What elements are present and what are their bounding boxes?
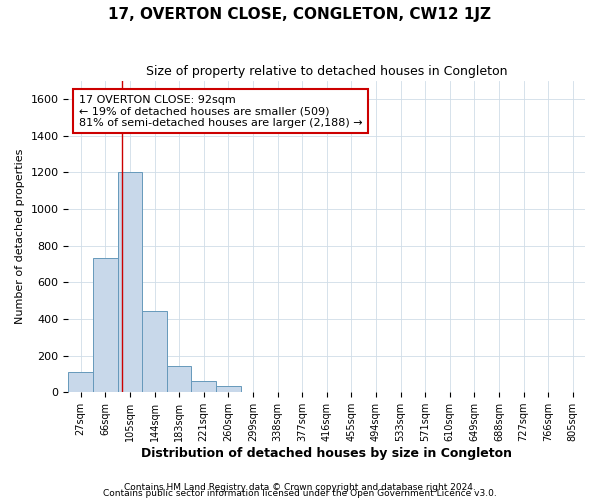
Bar bbox=[142, 310, 167, 392]
Text: Contains public sector information licensed under the Open Government Licence v3: Contains public sector information licen… bbox=[103, 490, 497, 498]
Title: Size of property relative to detached houses in Congleton: Size of property relative to detached ho… bbox=[146, 65, 508, 78]
Y-axis label: Number of detached properties: Number of detached properties bbox=[15, 148, 25, 324]
Bar bbox=[93, 258, 118, 392]
X-axis label: Distribution of detached houses by size in Congleton: Distribution of detached houses by size … bbox=[141, 447, 512, 460]
Bar bbox=[216, 386, 241, 392]
Bar bbox=[68, 372, 93, 392]
Text: 17, OVERTON CLOSE, CONGLETON, CW12 1JZ: 17, OVERTON CLOSE, CONGLETON, CW12 1JZ bbox=[109, 8, 491, 22]
Bar bbox=[191, 381, 216, 392]
Bar bbox=[118, 172, 142, 392]
Text: 17 OVERTON CLOSE: 92sqm
← 19% of detached houses are smaller (509)
81% of semi-d: 17 OVERTON CLOSE: 92sqm ← 19% of detache… bbox=[79, 94, 362, 128]
Text: Contains HM Land Registry data © Crown copyright and database right 2024.: Contains HM Land Registry data © Crown c… bbox=[124, 484, 476, 492]
Bar bbox=[167, 366, 191, 392]
